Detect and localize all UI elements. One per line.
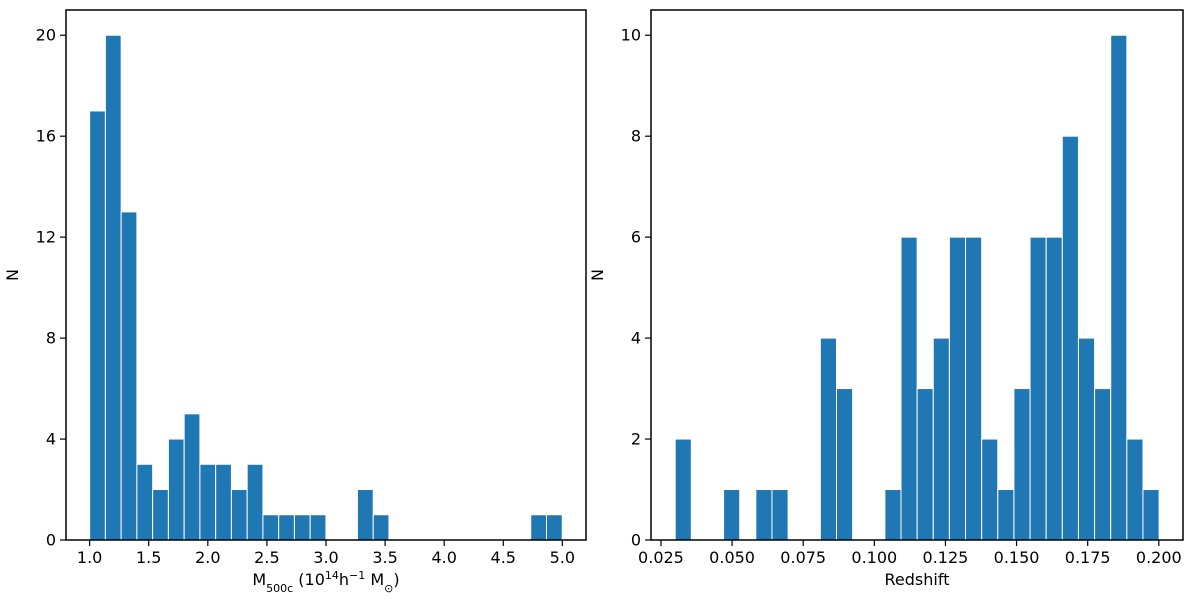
redshift-histogram-bar xyxy=(1061,135,1079,541)
redshift-x-tick-label: 0.175 xyxy=(1065,548,1111,567)
redshift-histogram-bar xyxy=(1094,388,1112,541)
redshift-y-ticks: 0 2 4 6 8 10 xyxy=(621,26,651,550)
redshift-x-axis-label: Redshift xyxy=(885,570,950,589)
redshift-histogram-bar xyxy=(900,236,918,541)
redshift-histogram-bar xyxy=(835,388,854,541)
redshift-histogram-bar xyxy=(755,489,773,541)
redshift-histogram-bar xyxy=(1045,236,1063,541)
mass-histogram-bar xyxy=(545,514,563,541)
redshift-plot-frame xyxy=(650,9,1184,541)
redshift-x-tick-label: 0.050 xyxy=(709,548,755,567)
redshift-y-tick-label: 8 xyxy=(631,127,641,146)
redshift-x-tick-label: 0.200 xyxy=(1136,548,1182,567)
redshift-histogram-bar xyxy=(884,489,902,541)
mass-histogram-bar xyxy=(230,489,248,541)
mass-plot-frame xyxy=(65,9,587,541)
redshift-x-ticks: 0.025 0.050 0.075 0.100 0.125 0.150 0.175 0.200 xyxy=(638,540,1182,567)
mass-y-ticks: 0 4 8 12 16 20 xyxy=(36,26,66,550)
mass-x-tick-label: 4.5 xyxy=(491,548,516,567)
mass-y-axis-label: N xyxy=(3,269,22,281)
mass-y-tick-label: 8 xyxy=(46,329,56,348)
redshift-y-tick-label: 10 xyxy=(621,26,641,45)
mass-x-ticks: 1.0 1.5 2.0 2.5 3.0 3.5 4.0 4.5 5.0 xyxy=(77,540,575,567)
mass-x-tick-label: 1.5 xyxy=(136,548,161,567)
mass-histogram-bar xyxy=(372,514,390,541)
mass-histogram-bar xyxy=(215,463,232,541)
redshift-x-tick-label: 0.125 xyxy=(923,548,969,567)
mass-histogram-bar xyxy=(152,489,169,541)
mass-histogram-bars xyxy=(89,34,563,541)
mass-histogram-bar xyxy=(278,514,295,541)
redshift-y-tick-label: 6 xyxy=(631,228,641,247)
mass-x-tick-label: 1.0 xyxy=(77,548,102,567)
mass-histogram-bar xyxy=(136,463,154,541)
mass-histogram-bar xyxy=(246,463,264,541)
redshift-histogram-bar xyxy=(932,337,950,541)
mass-histogram-bar xyxy=(199,463,217,541)
mass-histogram-bar xyxy=(530,514,547,541)
redshift-histogram-bar xyxy=(916,388,934,541)
redshift-histogram-bar xyxy=(723,489,741,541)
mass-x-tick-label: 4.0 xyxy=(431,548,456,567)
redshift-y-tick-label: 0 xyxy=(631,531,641,550)
mass-histogram-bar xyxy=(309,514,327,541)
mass-y-tick-label: 0 xyxy=(46,531,56,550)
mass-x-tick-label: 3.5 xyxy=(372,548,397,567)
redshift-histogram-panel: 0.025 0.050 0.075 0.100 0.125 0.150 0.175 0.200… xyxy=(588,9,1184,589)
mass-histogram-bar xyxy=(167,438,185,541)
redshift-histogram-bar xyxy=(1029,236,1047,541)
redshift-histogram-bar xyxy=(819,337,837,541)
redshift-y-axis-label: N xyxy=(588,269,607,281)
redshift-histogram-bar xyxy=(981,438,999,541)
redshift-histogram-bar xyxy=(674,438,692,541)
mass-histogram-bar xyxy=(293,514,311,541)
mass-y-tick-label: 20 xyxy=(36,26,56,45)
mass-histogram-bar xyxy=(262,514,280,541)
redshift-histogram-bar xyxy=(948,236,967,541)
mass-x-tick-label: 3.0 xyxy=(313,548,338,567)
redshift-histogram-bar xyxy=(997,489,1015,541)
mass-histogram-bar xyxy=(183,413,201,541)
redshift-x-tick-label: 0.100 xyxy=(851,548,897,567)
mass-y-tick-label: 16 xyxy=(36,127,56,146)
mass-y-tick-label: 12 xyxy=(36,228,56,247)
redshift-x-tick-label: 0.025 xyxy=(638,548,684,567)
mass-x-tick-label: 5.0 xyxy=(550,548,575,567)
redshift-histogram-bar xyxy=(1013,388,1031,541)
redshift-histogram-bar xyxy=(965,236,983,541)
redshift-y-tick-label: 4 xyxy=(631,329,641,348)
mass-x-tick-label: 2.0 xyxy=(195,548,220,567)
mass-histogram-bar xyxy=(120,211,138,541)
mass-x-axis-label: M500c (1014h−1 M⊙) xyxy=(252,569,399,595)
redshift-histogram-bar xyxy=(771,489,789,541)
redshift-y-tick-label: 2 xyxy=(631,430,641,449)
mass-histogram-bar xyxy=(104,34,122,541)
redshift-histogram-bars xyxy=(674,34,1160,541)
redshift-x-tick-label: 0.150 xyxy=(994,548,1040,567)
mass-y-tick-label: 4 xyxy=(46,430,56,449)
mass-histogram-bar xyxy=(89,110,106,541)
redshift-histogram-bar xyxy=(1126,438,1144,541)
redshift-histogram-bar xyxy=(1077,337,1096,541)
mass-histogram-bar xyxy=(356,489,374,541)
redshift-x-tick-label: 0.075 xyxy=(780,548,826,567)
redshift-histogram-bar xyxy=(1142,489,1160,541)
mass-x-tick-label: 2.5 xyxy=(254,548,279,567)
redshift-histogram-bar xyxy=(1110,34,1128,541)
